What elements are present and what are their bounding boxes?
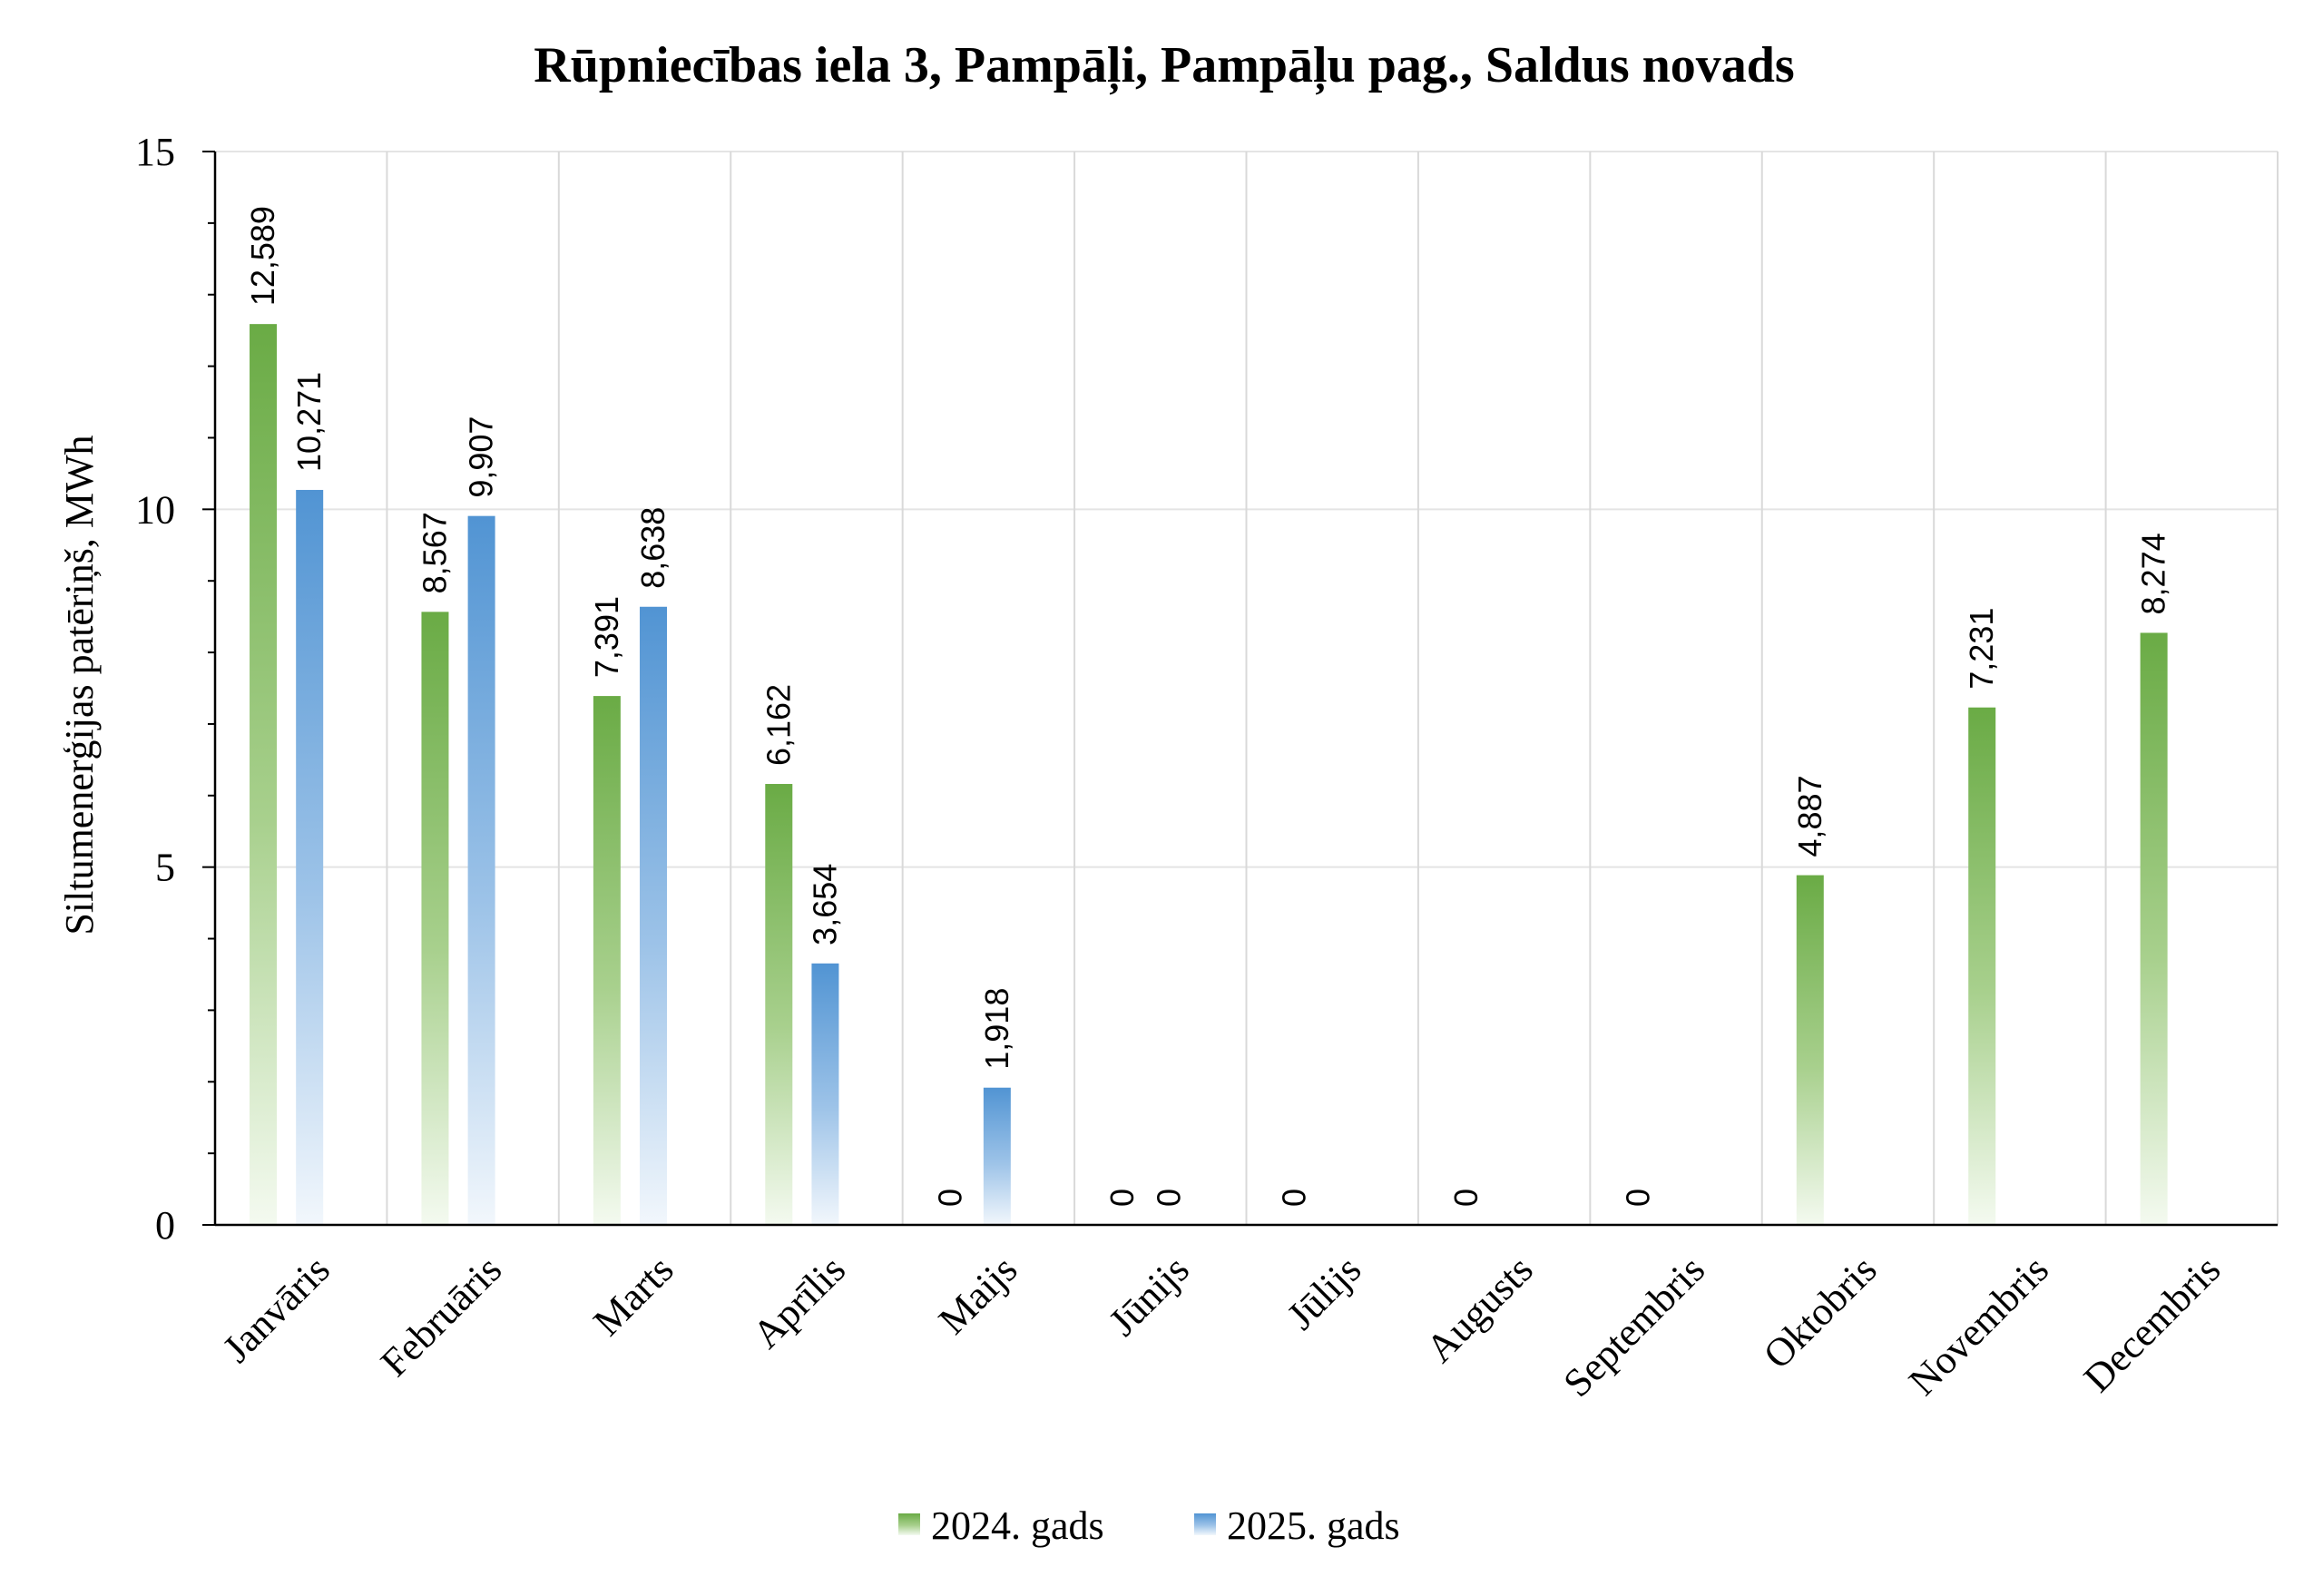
data-label: 9,907 <box>463 416 500 498</box>
data-label: 0 <box>1447 1189 1485 1207</box>
data-label: 8,638 <box>634 507 671 589</box>
bar-series-2 <box>296 489 324 1225</box>
bar-series-2 <box>640 606 668 1225</box>
legend-swatch <box>1194 1513 1216 1535</box>
x-category-label: Maijs <box>930 1247 1026 1343</box>
x-category-label: Novembris <box>1900 1247 2057 1404</box>
x-category-label: Augusts <box>1417 1247 1542 1371</box>
y-tick-label: 0 <box>155 1203 175 1248</box>
bar-series-1 <box>421 612 449 1225</box>
bar-series-1 <box>593 696 621 1225</box>
bars <box>250 324 2168 1225</box>
bar-series-1 <box>765 784 793 1225</box>
bar-series-2 <box>983 1087 1011 1225</box>
data-label: 10,271 <box>290 372 328 472</box>
x-category-label: Aprīlis <box>744 1247 854 1356</box>
x-category-label: Oktobris <box>1755 1247 1886 1377</box>
data-label: 0 <box>1276 1189 1313 1207</box>
data-label: 0 <box>1150 1189 1187 1207</box>
x-category-label: Decembris <box>2075 1247 2229 1400</box>
data-label: 8,274 <box>2135 533 2172 614</box>
y-tick-label: 5 <box>155 846 175 890</box>
data-label: 0 <box>1103 1189 1141 1207</box>
data-label: 4,887 <box>1791 775 1828 857</box>
data-label: 3,654 <box>806 864 843 945</box>
data-label: 7,231 <box>1963 608 2000 690</box>
bar-series-1 <box>250 324 278 1225</box>
data-label: 0 <box>932 1189 969 1207</box>
bar-series-1 <box>2140 632 2168 1225</box>
y-tick-label: 15 <box>135 130 175 174</box>
y-axis-label: Siltumenerģijas patēriņš, MWh <box>57 435 102 935</box>
data-label: 12,589 <box>244 206 281 306</box>
x-category-label: Marts <box>584 1247 681 1344</box>
bar-series-2 <box>811 963 839 1225</box>
legend-swatch <box>898 1513 920 1535</box>
x-category-label: Februāris <box>372 1247 510 1385</box>
axes: 0 5 10 15 Janvāris Februāris Marts Aprīlis Maijs… <box>135 130 2278 1405</box>
gridlines <box>215 151 2279 1225</box>
legend-label: 2024. gads <box>931 1503 1104 1548</box>
x-category-label: Janvāris <box>214 1247 338 1371</box>
bar-series-1 <box>1968 707 1996 1225</box>
x-category-label: Jūlijs <box>1279 1247 1369 1337</box>
bar-series-1 <box>1796 875 1824 1225</box>
legend-label: 2025. gads <box>1227 1503 1400 1548</box>
legend: 2024. gads 2025. gads <box>898 1503 1400 1548</box>
data-label: 1,918 <box>978 988 1015 1070</box>
x-category-label: Jūnijs <box>1101 1247 1198 1344</box>
bar-series-2 <box>467 515 495 1225</box>
y-tick-label: 10 <box>135 487 175 532</box>
data-label: 7,391 <box>588 596 625 678</box>
data-label: 0 <box>1619 1189 1656 1207</box>
chart-title: Rūpniecības iela 3, Pampāļi, Pampāļu pag… <box>534 37 1794 95</box>
data-label: 6,162 <box>760 684 797 766</box>
data-label: 8,567 <box>416 512 453 593</box>
x-category-label: Septembris <box>1554 1247 1713 1405</box>
